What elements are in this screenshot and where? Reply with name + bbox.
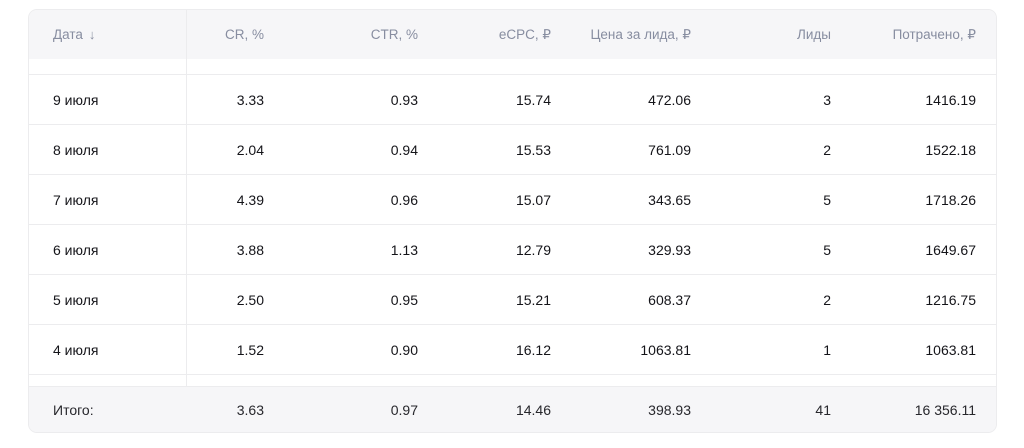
cell-spent: 1649.67: [925, 241, 976, 258]
cell-cr: 4.39: [236, 191, 264, 208]
cell-ctr: 0.95: [390, 291, 418, 308]
header-body-spacer: [29, 59, 996, 75]
table-row: 4 июля 1.52 0.90 16.12 1063.81 1 1063.81: [29, 325, 996, 375]
cell-date: 7 июля: [29, 175, 187, 224]
table-row: 7 июля 4.39 0.96 15.07 343.65 5 1718.26: [29, 175, 996, 225]
stats-table: Дата ↓ CR, % CTR, % eCPC, ₽ Цена за лида…: [28, 9, 997, 433]
body-total-spacer: [29, 375, 996, 387]
sort-desc-icon: ↓: [88, 27, 96, 42]
cell-cpl: 329.93: [648, 241, 691, 258]
cell-spent: 1718.26: [925, 191, 976, 208]
cell-date: 4 июля: [29, 325, 187, 374]
cell-spent: 1063.81: [925, 341, 976, 358]
cell-leads: 1: [823, 341, 831, 358]
cell-date: 8 июля: [29, 125, 187, 174]
cell-cpl: 472.06: [648, 91, 691, 108]
total-spent: 16 356.11: [914, 401, 976, 418]
cell-cr: 2.50: [236, 291, 264, 308]
table-row: 6 июля 3.88 1.13 12.79 329.93 5 1649.67: [29, 225, 996, 275]
cell-ecpc: 15.21: [515, 291, 551, 308]
cell-date: 5 июля: [29, 275, 187, 324]
total-cpl: 398.93: [648, 401, 691, 418]
cell-ecpc: 15.74: [515, 91, 551, 108]
column-header-date[interactable]: Дата ↓: [29, 10, 187, 59]
cell-ecpc: 15.07: [515, 191, 551, 208]
cell-leads: 2: [823, 141, 831, 158]
column-header-cpl[interactable]: Цена за лида, ₽: [590, 26, 691, 42]
cell-ecpc: 12.79: [515, 241, 551, 258]
cell-date: 9 июля: [29, 75, 187, 124]
cell-date: 6 июля: [29, 225, 187, 274]
cell-ctr: 0.96: [390, 191, 418, 208]
table-row: 5 июля 2.50 0.95 15.21 608.37 2 1216.75: [29, 275, 996, 325]
column-header-date-label: Дата: [53, 27, 83, 42]
cell-ctr: 0.90: [390, 341, 418, 358]
cell-ecpc: 16.12: [515, 341, 551, 358]
cell-cr: 3.33: [236, 91, 264, 108]
cell-ecpc: 15.53: [515, 141, 551, 158]
column-header-cr[interactable]: CR, %: [224, 27, 264, 42]
cell-cpl: 608.37: [648, 291, 691, 308]
cell-leads: 3: [823, 91, 831, 108]
total-ecpc: 14.46: [515, 401, 551, 418]
table-row: 8 июля 2.04 0.94 15.53 761.09 2 1522.18: [29, 125, 996, 175]
cell-cr: 2.04: [236, 141, 264, 158]
cell-cpl: 761.09: [648, 141, 691, 158]
cell-cpl: 1063.81: [640, 341, 691, 358]
total-ctr: 0.97: [390, 401, 418, 418]
column-header-ecpc[interactable]: eCPC, ₽: [498, 26, 551, 42]
cell-cr: 1.52: [236, 341, 264, 358]
cell-leads: 2: [823, 291, 831, 308]
cell-cpl: 343.65: [648, 191, 691, 208]
total-row: Итого: 3.63 0.97 14.46 398.93 41 16 356.…: [29, 387, 996, 432]
cell-spent: 1216.75: [925, 291, 976, 308]
table-header: Дата ↓ CR, % CTR, % eCPC, ₽ Цена за лида…: [29, 10, 996, 59]
cell-cr: 3.88: [236, 241, 264, 258]
cell-ctr: 1.13: [390, 241, 418, 258]
total-leads: 41: [815, 401, 831, 418]
cell-spent: 1522.18: [925, 141, 976, 158]
spacer-divider: [29, 59, 187, 74]
column-header-spent[interactable]: Потрачено, ₽: [892, 26, 976, 42]
cell-leads: 5: [823, 191, 831, 208]
total-cr: 3.63: [236, 401, 264, 418]
cell-leads: 5: [823, 241, 831, 258]
cell-ctr: 0.94: [390, 141, 418, 158]
spacer-divider: [29, 375, 187, 386]
cell-ctr: 0.93: [390, 91, 418, 108]
column-header-leads[interactable]: Лиды: [797, 27, 831, 42]
column-header-ctr[interactable]: CTR, %: [370, 27, 418, 42]
table-row: 9 июля 3.33 0.93 15.74 472.06 3 1416.19: [29, 75, 996, 125]
total-label: Итого:: [53, 401, 94, 418]
cell-spent: 1416.19: [925, 91, 976, 108]
